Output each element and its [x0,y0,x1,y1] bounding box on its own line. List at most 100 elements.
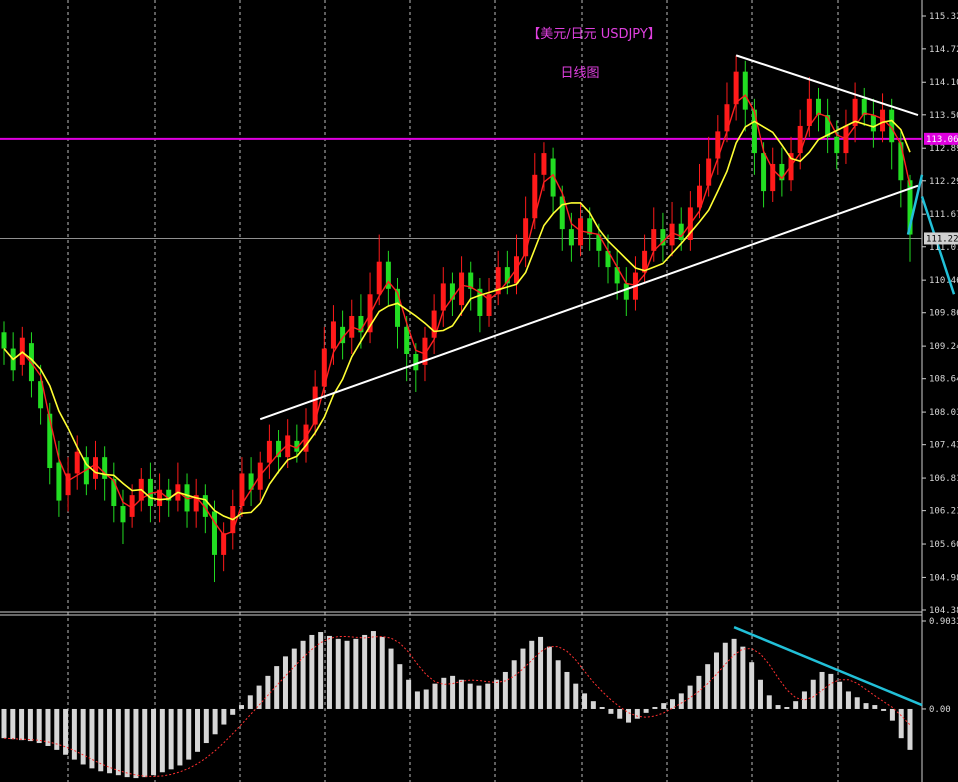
candle [880,93,886,143]
macd-histogram-bar [115,708,121,776]
macd-histogram-bar [309,634,315,709]
macd-histogram-bar [845,691,851,709]
price-tick-label: 111.075 [929,243,958,253]
macd-histogram-bar [643,708,649,713]
candle [147,462,153,523]
candle [761,142,767,208]
candle-body [459,272,465,306]
candle [825,98,831,154]
macd-histogram-bar [749,662,755,709]
candle-body [276,440,282,458]
candle-body [834,136,840,154]
macd-histogram-bar [379,636,385,709]
candle-body [395,288,401,327]
macd-histogram-bar [599,707,605,709]
macd-histogram-bar [142,708,148,778]
macd-histogram-bar [784,707,790,709]
macd-histogram-bar [318,632,324,709]
candle [870,98,876,148]
macd-histogram-bar [98,708,104,772]
macd-histogram-bar [195,708,201,752]
candle [440,267,446,327]
price-tick-label: 108.645 [929,375,958,385]
candle [559,185,565,251]
candle-body [724,104,730,132]
macd-histogram-bar [168,708,174,770]
candle-body [550,158,556,197]
candle-body [294,440,300,452]
macd-histogram-bar [634,708,640,719]
chart-title: 【美元/日元 USDJPY】 [527,27,661,42]
price-tick-label: 109.860 [929,309,958,319]
macd-histogram-bar [353,638,359,709]
macd-histogram-bar [555,660,561,709]
macd-histogram-bar [529,640,535,709]
candle [358,294,364,349]
macd-histogram-bar [731,638,737,709]
macd-histogram-bar [238,705,244,709]
price-tick-label: 110.460 [929,276,958,286]
macd-histogram-bar [89,708,95,769]
macd-histogram-bar [538,636,544,709]
candle-body [870,115,876,132]
candle-body [486,294,492,316]
macd-histogram-bar [54,708,60,750]
candle-body [440,283,446,311]
candle [111,462,117,523]
candle [266,424,272,479]
moving-average-slow [3,119,911,521]
macd-histogram-bar [573,683,579,709]
macd-histogram-bar [423,689,429,709]
candle [605,234,611,284]
macd-histogram-bar [696,675,702,709]
candle-body [74,451,80,474]
candle-body [120,506,126,523]
macd-histogram-bar [863,703,869,709]
candle [431,294,437,354]
moving-average-fast [3,94,911,536]
candle [815,87,821,132]
candle-body [907,180,913,235]
candle-body [330,321,336,349]
candle [340,310,346,360]
candle-body [431,310,437,338]
candle-body [468,272,474,289]
candle [468,261,474,311]
candle [74,435,80,490]
candle-body [642,250,648,273]
macd-histogram-bar [687,685,693,709]
candle [413,343,419,393]
candle-body [65,473,71,496]
trendline-descending [735,54,919,117]
candle-body [614,267,620,284]
candle [129,484,135,528]
candle-body [605,250,611,268]
macd-histogram-bar [326,635,332,709]
candle [706,136,712,197]
macd-histogram-bar [256,685,262,709]
candle-body [568,229,574,246]
candle [376,234,382,306]
macd-signal-line [3,635,911,778]
candle [404,315,410,382]
candle-body [706,158,712,186]
candle-body [83,457,89,485]
price-level-labels: 113.063 111.228 [924,132,958,245]
candle-body [285,435,291,458]
macd-histogram-bar [370,631,376,709]
grid-lines [0,0,923,782]
macd-histogram-bar [775,705,781,709]
macd-histogram-bar [740,646,746,709]
candle-body [312,386,318,425]
macd-histogram-bar [590,701,596,709]
macd-histogram-bar [300,640,306,709]
candle [211,500,217,583]
candle-body [321,348,327,387]
candle-body [221,533,227,555]
candle-body [449,283,455,300]
candle-body [413,353,419,371]
candle [779,147,785,197]
candle-body [495,267,501,295]
